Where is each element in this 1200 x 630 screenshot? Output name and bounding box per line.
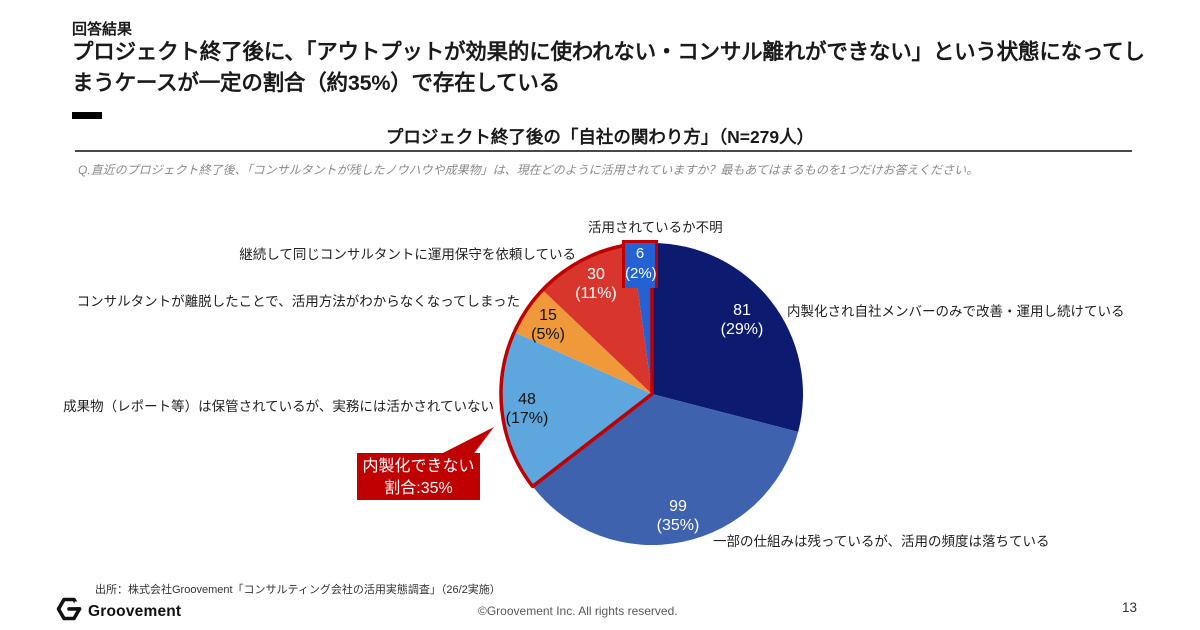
slice-value-label: 81 (29%) — [720, 302, 764, 339]
survey-question: Q.直近のプロジェクト終了後、「コンサルタントが残したノウハウや成果物」は、現在… — [78, 163, 979, 177]
pie-slice — [652, 243, 804, 432]
source-note: 出所：株式会社Groovement「コンサルティング会社の活用実態調査」（26/… — [95, 584, 501, 596]
logo-text: Groovement — [88, 602, 182, 620]
slice-category-label: 継続して同じコンサルタントに運用保守を依頼している — [239, 247, 576, 262]
page-title: プロジェクト終了後に、「アウトプットが効果的に使われない・コンサル離れができない… — [72, 40, 1145, 95]
page-number: 13 — [1122, 600, 1138, 615]
chart-title-rule — [75, 150, 1132, 152]
slice-category-label: 活用されているか不明 — [588, 220, 723, 235]
slice-value-label-exploded: 6 (2%) — [622, 240, 658, 288]
slice-category-label: コンサルタントが離脱したことで、活用方法がわからなくなってしまった — [76, 294, 520, 309]
logo: Groovement — [56, 596, 181, 627]
pie-slice — [514, 289, 652, 394]
eyebrow-label: 回答結果 — [72, 21, 133, 38]
slice-category-label: 内製化され自社メンバーのみで改善・運用し続けている — [787, 304, 1125, 319]
chart-title: プロジェクト終了後の「自社の関わり方」（N=279人） — [385, 127, 815, 147]
callout-arrow — [437, 427, 494, 456]
slice-value-label: 15 (5%) — [531, 307, 565, 344]
slice-value-label: 99 (35%) — [656, 498, 700, 535]
highlight-callout: 内製化できない 割合:35% — [357, 453, 480, 500]
slice-value-label: 30 (11%) — [575, 266, 617, 303]
groovement-logo-icon — [56, 596, 83, 627]
slice-value-label: 48 (17%) — [505, 391, 549, 428]
copyright-text: ©Groovement Inc. All rights reserved. — [478, 604, 678, 618]
pie-slice — [500, 332, 652, 487]
slice-category-label: 一部の仕組みは残っているが、活用の頻度は落ちている — [713, 534, 1050, 549]
highlight-outline — [499, 241, 654, 489]
title-underline-bar — [72, 112, 102, 119]
pie-slice — [532, 394, 799, 546]
slice-category-label: 成果物（レポート等）は保管されているが、実務には活かされていない — [63, 399, 494, 414]
